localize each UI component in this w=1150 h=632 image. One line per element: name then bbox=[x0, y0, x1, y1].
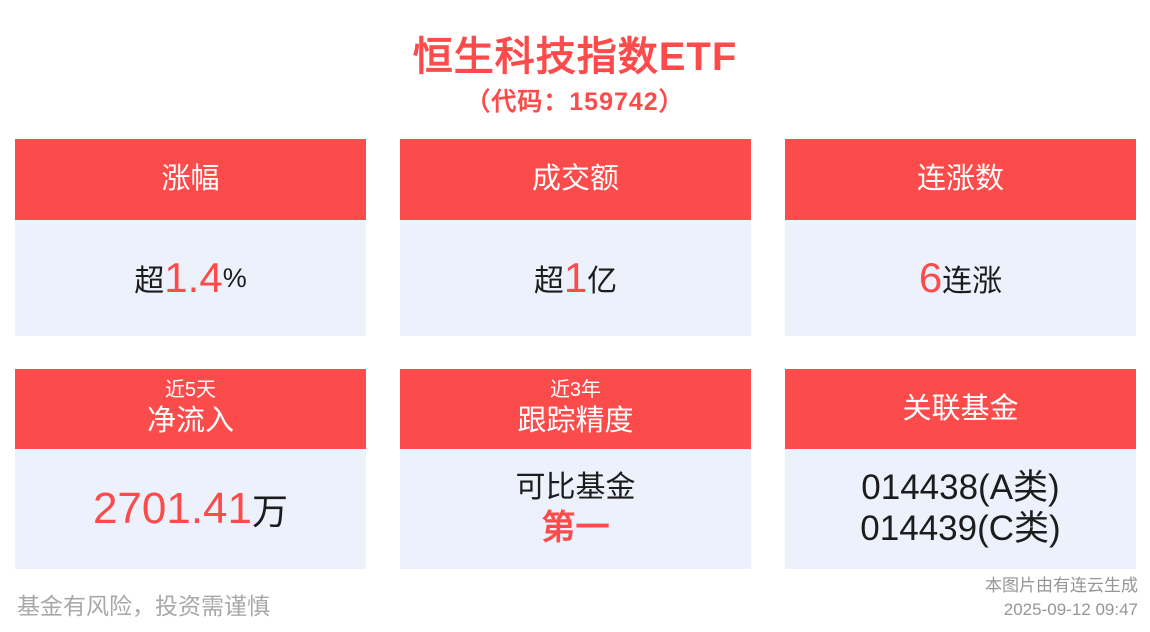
card-turnover-header: 成交额 bbox=[400, 139, 751, 220]
card-tracking-accuracy: 近3年 跟踪精度 可比基金 第一 bbox=[400, 369, 751, 569]
value-highlight: 6 bbox=[918, 254, 943, 301]
value-unit: 连涨 bbox=[942, 265, 1003, 298]
card-net-inflow: 近5天 净流入 2701.41 万 bbox=[15, 369, 366, 569]
card-net-inflow-header: 近5天 净流入 bbox=[15, 369, 366, 449]
page-title: 恒生科技指数ETF bbox=[412, 35, 738, 79]
card-net-inflow-period: 近5天 bbox=[164, 379, 217, 402]
generator-credit: 本图片由有连云生成 2025-09-12 09:47 bbox=[985, 574, 1138, 622]
card-net-inflow-title: 净流入 bbox=[146, 405, 234, 438]
value-line1: 可比基金 bbox=[515, 470, 636, 504]
value-unit: 万 bbox=[252, 491, 289, 532]
card-related-funds-value: 014438(A类) 014439(C类) bbox=[785, 449, 1136, 569]
timestamp: 2025-09-12 09:47 bbox=[1003, 599, 1138, 619]
value-prefix: 超 bbox=[134, 265, 165, 298]
card-streak: 连涨数 6 连涨 bbox=[785, 139, 1136, 336]
card-tracking-accuracy-period: 近3年 bbox=[549, 379, 602, 402]
card-tracking-accuracy-value: 可比基金 第一 bbox=[400, 449, 751, 569]
value-highlight: 2701.41 bbox=[92, 484, 253, 533]
fund-code-a: 014438(A类) bbox=[861, 468, 1060, 508]
value-prefix: 超 bbox=[533, 265, 564, 298]
card-tracking-accuracy-title: 跟踪精度 bbox=[517, 405, 634, 438]
credit-line: 本图片由有连云生成 bbox=[985, 576, 1138, 595]
value-line2: 第一 bbox=[541, 508, 610, 547]
card-related-funds-title: 关联基金 bbox=[902, 392, 1019, 425]
card-turnover-title: 成交额 bbox=[531, 163, 619, 196]
value-highlight: 1 bbox=[563, 254, 588, 301]
card-net-inflow-value: 2701.41 万 bbox=[15, 449, 366, 569]
card-related-funds-header: 关联基金 bbox=[785, 369, 1136, 449]
value-highlight: 1.4 bbox=[164, 254, 223, 301]
card-tracking-accuracy-header: 近3年 跟踪精度 bbox=[400, 369, 751, 449]
fund-code-c: 014439(C类) bbox=[860, 509, 1061, 548]
card-price-change-header: 涨幅 bbox=[15, 139, 366, 220]
card-streak-header: 连涨数 bbox=[785, 139, 1136, 220]
card-price-change-value: 超 1.4% bbox=[15, 220, 366, 336]
risk-disclaimer: 基金有风险，投资需谨慎 bbox=[17, 593, 270, 619]
card-price-change-title: 涨幅 bbox=[161, 163, 220, 196]
page-subtitle: （代码：159742） bbox=[465, 88, 685, 116]
card-related-funds: 关联基金 014438(A类) 014439(C类) bbox=[785, 369, 1136, 569]
card-streak-value: 6 连涨 bbox=[785, 220, 1136, 336]
card-price-change: 涨幅 超 1.4% bbox=[15, 139, 366, 336]
card-streak-title: 连涨数 bbox=[916, 163, 1004, 196]
value-unit: % bbox=[222, 262, 247, 293]
value-unit: 亿 bbox=[587, 265, 618, 298]
